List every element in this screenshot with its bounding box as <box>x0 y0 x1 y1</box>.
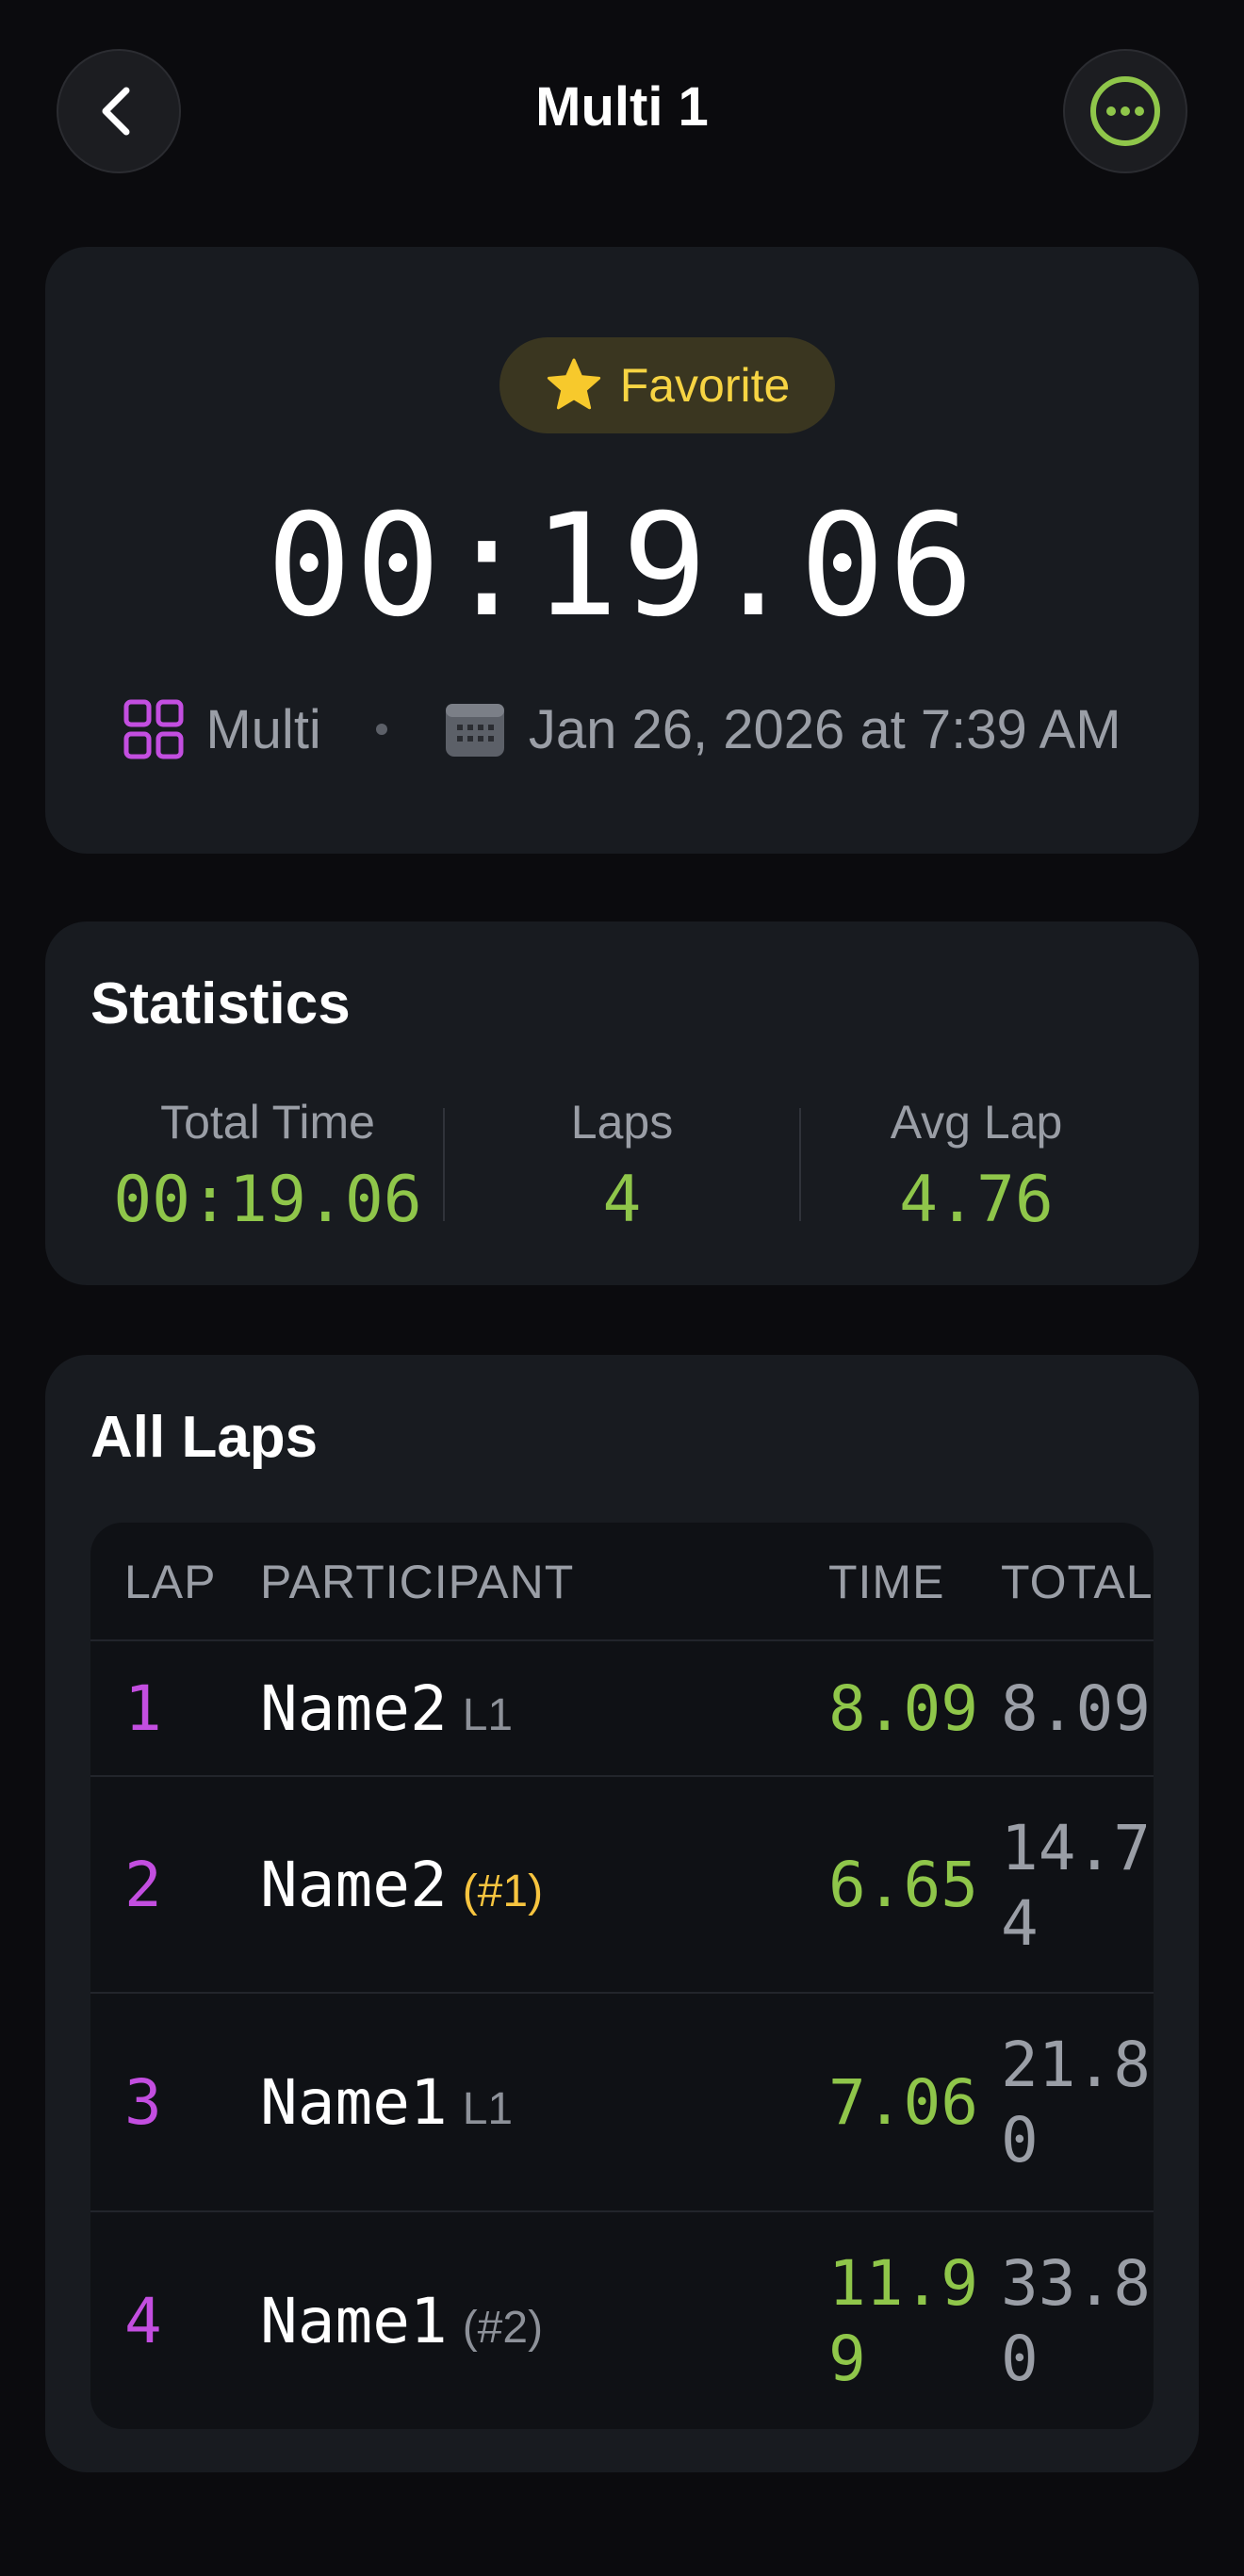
stat-label: Laps <box>570 1096 674 1149</box>
stat-value: 4 <box>602 1163 642 1237</box>
page-title: Multi 1 <box>535 76 709 138</box>
more-options-button[interactable] <box>1063 49 1187 173</box>
lap-time: 8.09 <box>828 1672 978 1745</box>
lap-total: 21.80 <box>1001 2029 1151 2177</box>
separator-dot <box>375 724 387 735</box>
column-header-total: TOTAL <box>1001 1556 1154 1608</box>
stat-value: 00:19.06 <box>113 1163 422 1237</box>
stat-label: Total Time <box>160 1096 375 1149</box>
column-header-participant: PARTICIPANT <box>260 1556 575 1608</box>
lap-tag: (#2) <box>462 2303 544 2353</box>
stat-avg-lap: Avg Lap 4.76 <box>799 1095 1154 1237</box>
laps-table: LAP PARTICIPANT TIME TOTAL 1 Name2 L1 8.0… <box>90 1523 1154 2429</box>
participant-name: Name2 (#1) <box>260 1849 544 1921</box>
lap-time: 6.65 <box>828 1849 978 1921</box>
session-mode: Multi <box>205 698 321 760</box>
nav-header: Multi 1 <box>0 0 1244 226</box>
session-summary-card: Favorite 00:19.06 Multi <box>45 247 1199 854</box>
lap-tag: L1 <box>462 1690 514 1740</box>
stat-label: Avg Lap <box>890 1096 1063 1149</box>
back-button[interactable] <box>57 49 181 173</box>
lap-tag: L1 <box>462 2084 514 2134</box>
elapsed-time: 00:19.06 <box>266 484 978 648</box>
favorite-badge[interactable]: Favorite <box>499 337 835 433</box>
calendar-icon <box>442 698 508 760</box>
stat-total-time: Total Time 00:19.06 <box>90 1095 445 1237</box>
lap-time: 7.06 <box>828 2066 978 2139</box>
lap-time: 11.99 <box>828 2247 978 2395</box>
lap-number: 1 <box>124 1672 162 1745</box>
all-laps-card: All Laps LAP PARTICIPANT TIME TOTAL 1 Na… <box>45 1355 1199 2472</box>
lap-tag: (#1) <box>462 1867 544 1916</box>
column-header-time: TIME <box>828 1556 945 1608</box>
lap-number: 4 <box>124 2285 162 2357</box>
all-laps-title: All Laps <box>90 1405 319 1470</box>
participant-name: Name1 (#2) <box>260 2285 544 2357</box>
table-row[interactable]: 3 Name1 L1 7.06 21.80 <box>90 1994 1154 2212</box>
participant-name: Name2 L1 <box>260 1672 514 1745</box>
lap-number: 3 <box>124 2066 162 2139</box>
statistics-title: Statistics <box>90 971 351 1036</box>
participant-name: Name1 L1 <box>260 2066 514 2139</box>
lap-total: 14.74 <box>1001 1812 1151 1960</box>
stat-value: 4.76 <box>899 1163 1054 1237</box>
table-row[interactable]: 2 Name2 (#1) 6.65 14.74 <box>90 1777 1154 1994</box>
table-row[interactable]: 1 Name2 L1 8.09 8.09 <box>90 1641 1154 1777</box>
stat-divider <box>799 1108 801 1221</box>
ellipsis-circle-icon <box>1090 76 1160 146</box>
favorite-label: Favorite <box>619 359 791 412</box>
statistics-card: Statistics Total Time 00:19.06 Laps 4 Av… <box>45 921 1199 1285</box>
lap-number: 2 <box>124 1849 162 1921</box>
star-icon <box>547 358 600 410</box>
lap-total: 33.80 <box>1001 2247 1151 2395</box>
stat-divider <box>443 1108 445 1221</box>
session-date: Jan 26, 2026 at 7:39 AM <box>528 698 1121 760</box>
session-meta: Multi Jan 26, 2026 at 7:39 AM <box>90 682 1154 776</box>
table-row[interactable]: 4 Name1 (#2) 11.99 33.80 <box>90 2212 1154 2429</box>
table-header: LAP PARTICIPANT TIME TOTAL <box>90 1523 1154 1641</box>
stat-laps: Laps 4 <box>445 1095 799 1237</box>
column-header-lap: LAP <box>124 1556 217 1608</box>
lap-total: 8.09 <box>1001 1672 1151 1745</box>
grid-icon <box>123 698 185 760</box>
chevron-left-icon <box>102 87 130 136</box>
